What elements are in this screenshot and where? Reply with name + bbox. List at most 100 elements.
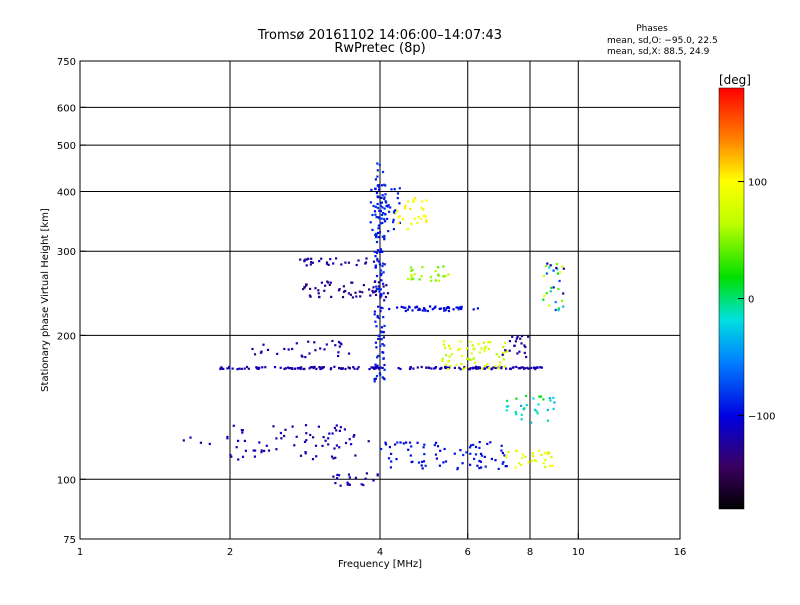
data-point — [337, 340, 341, 344]
data-point — [413, 217, 416, 220]
data-point — [471, 367, 474, 370]
data-point — [521, 366, 524, 369]
data-point — [340, 263, 343, 266]
y-axis-label: Stationary phase Virtual Height [km] — [40, 208, 51, 392]
data-point — [525, 355, 528, 359]
data-point — [498, 361, 502, 364]
data-point — [561, 265, 564, 268]
data-point — [441, 357, 444, 360]
data-point — [460, 362, 463, 365]
data-point — [256, 367, 259, 370]
data-point — [486, 442, 489, 445]
data-point — [460, 307, 463, 311]
data-point — [398, 215, 401, 218]
data-point — [338, 429, 341, 432]
data-point — [548, 397, 551, 400]
data-point — [384, 295, 387, 299]
data-point — [552, 269, 555, 272]
data-point — [231, 367, 234, 370]
data-point — [506, 399, 509, 402]
data-point — [362, 483, 365, 487]
data-point — [523, 351, 526, 354]
data-point — [327, 443, 330, 446]
data-point — [317, 292, 320, 295]
y-tick-label: 300 — [57, 247, 76, 258]
data-point — [402, 442, 405, 445]
data-point — [514, 466, 517, 469]
data-point — [502, 461, 505, 464]
data-point — [320, 366, 323, 369]
data-point — [546, 262, 549, 265]
data-point — [459, 449, 462, 452]
data-point — [386, 217, 389, 220]
data-point — [385, 284, 388, 287]
data-point — [374, 264, 377, 267]
data-point — [450, 353, 453, 356]
data-point — [334, 482, 337, 485]
data-point — [374, 178, 377, 181]
data-point — [371, 213, 374, 217]
data-point — [387, 230, 390, 233]
data-point — [291, 425, 294, 428]
data-point — [378, 231, 382, 234]
chart-title: Tromsø 20161102 14:06:00–14:07:43 — [257, 28, 502, 43]
data-point — [375, 274, 379, 278]
data-point — [299, 258, 302, 261]
data-point — [461, 462, 464, 465]
data-point — [373, 313, 376, 316]
data-point — [409, 366, 412, 369]
data-point — [458, 306, 461, 309]
data-point — [262, 343, 265, 346]
data-point — [331, 339, 334, 343]
data-point — [346, 481, 349, 484]
data-point — [434, 453, 438, 456]
data-point — [309, 263, 312, 266]
data-point — [497, 367, 500, 370]
data-point — [369, 294, 372, 297]
data-point — [333, 447, 336, 450]
data-point — [352, 435, 355, 438]
data-point — [358, 290, 361, 293]
data-point — [386, 205, 389, 208]
data-point — [515, 337, 518, 340]
data-point — [381, 307, 384, 310]
data-point — [412, 199, 415, 203]
data-point — [375, 191, 379, 195]
data-point — [548, 304, 551, 307]
data-point — [377, 287, 380, 290]
data-point — [338, 446, 341, 449]
data-point — [516, 335, 519, 338]
data-point — [502, 345, 505, 349]
data-point — [561, 299, 564, 302]
data-point — [549, 399, 552, 402]
data-point — [504, 350, 507, 353]
stats-line-x: mean, sd,X: 88.5, 24.9 — [607, 47, 710, 57]
data-point — [409, 266, 412, 269]
data-point — [350, 443, 353, 446]
data-point — [377, 316, 380, 320]
data-point — [362, 284, 365, 287]
data-point — [468, 446, 472, 449]
data-point — [438, 464, 441, 467]
data-point — [473, 361, 477, 364]
data-point — [460, 305, 463, 308]
data-point — [520, 463, 523, 467]
data-point — [389, 206, 392, 209]
data-point — [382, 282, 385, 285]
data-point — [243, 367, 246, 370]
data-point — [536, 366, 539, 369]
data-point — [520, 418, 523, 421]
data-point — [437, 266, 440, 269]
data-point — [384, 441, 387, 444]
data-point — [532, 366, 535, 369]
data-point — [524, 455, 527, 458]
data-point — [276, 352, 279, 355]
data-point — [410, 445, 413, 448]
data-point — [407, 277, 410, 280]
data-point — [385, 201, 388, 204]
data-point — [367, 440, 370, 443]
data-point — [330, 295, 333, 298]
data-point — [404, 207, 407, 210]
data-point — [443, 340, 446, 343]
